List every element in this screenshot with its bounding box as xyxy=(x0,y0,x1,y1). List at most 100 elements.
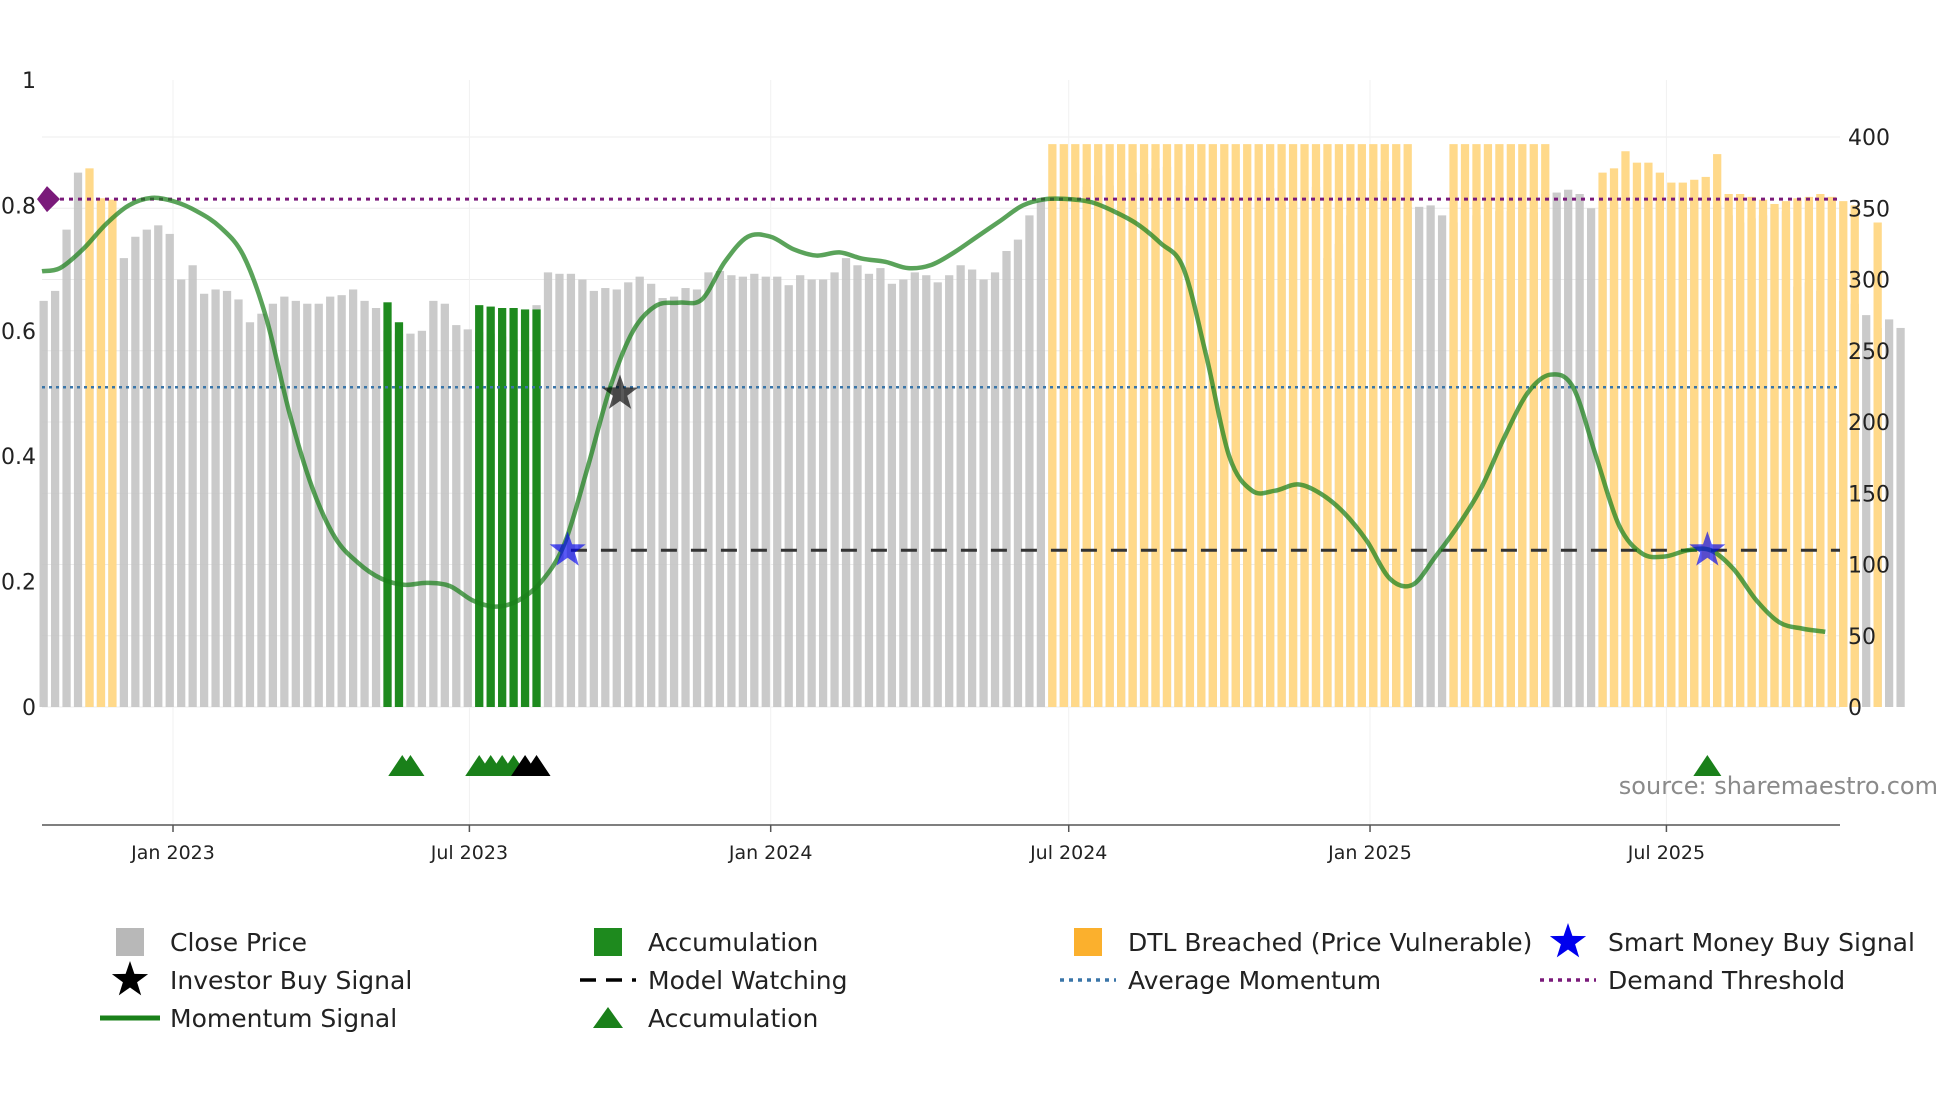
close-price-bar xyxy=(222,290,232,707)
close-price-bar xyxy=(761,276,770,707)
dtl-breached-bar xyxy=(1460,144,1470,707)
close-price-bar xyxy=(715,270,725,707)
dtl-breached-bar xyxy=(1220,144,1229,707)
left-axis-tick: 0 xyxy=(22,696,36,721)
close-price-bar xyxy=(417,330,427,707)
dtl-breached-bar xyxy=(1071,144,1080,707)
close-price-bar xyxy=(1552,192,1561,707)
dtl-breached-bar xyxy=(1449,144,1458,707)
close-price-bar xyxy=(268,303,278,707)
dtl-breached-bar xyxy=(1346,144,1355,707)
x-axis-tick-label: Jul 2023 xyxy=(430,842,508,864)
close-price-bar xyxy=(211,289,220,707)
right-axis-tick: 200 xyxy=(1848,411,1890,436)
legend-item: Close Price xyxy=(116,928,307,957)
accumulation-markers xyxy=(388,755,1722,776)
x-axis: Jan 2023 Jul 2023 Jan 2024 Jul 2024 Jan 2025… xyxy=(42,824,1840,864)
legend-swatch xyxy=(1074,928,1102,956)
accumulation-bar xyxy=(532,309,541,707)
signals xyxy=(549,374,1726,566)
legend-swatch xyxy=(594,928,622,956)
close-price-bar xyxy=(601,288,610,707)
close-price-bar xyxy=(39,300,48,707)
close-price-bar xyxy=(910,272,919,707)
legend-label: Smart Money Buy Signal xyxy=(1608,928,1915,957)
close-price-bar xyxy=(1896,327,1905,707)
dtl-breached-bar xyxy=(1117,144,1126,707)
legend-triangle-icon xyxy=(593,1007,623,1028)
dtl-breached-bar xyxy=(1311,144,1321,707)
dtl-breached-bar xyxy=(1369,144,1378,707)
dtl-breached-bar xyxy=(1724,194,1733,707)
close-price-bar xyxy=(337,295,346,707)
close-price-bar xyxy=(876,268,885,707)
dtl-breached-bar xyxy=(1621,151,1630,707)
close-price-bar xyxy=(440,303,449,707)
close-price-bar xyxy=(142,229,151,707)
close-price-bar xyxy=(177,279,186,707)
legend-item: Accumulation xyxy=(593,1004,818,1033)
dtl-breached-bar xyxy=(1174,144,1183,707)
dtl-breached-bar xyxy=(1243,144,1252,707)
dtl-breached-bar xyxy=(1816,194,1825,707)
close-price-bar xyxy=(830,272,839,707)
close-price-bar xyxy=(979,279,988,707)
legend: Close Price Accumulation DTL Breached (Pri… xyxy=(100,923,1915,1033)
legend-label: Investor Buy Signal xyxy=(170,966,412,995)
dtl-breached-bar xyxy=(1758,199,1768,707)
dtl-breached-bar xyxy=(1185,144,1195,707)
close-price-bar xyxy=(1862,315,1871,707)
dtl-breached-bar xyxy=(1804,196,1814,707)
legend-item: Momentum Signal xyxy=(100,1004,397,1033)
right-axis-tick: 100 xyxy=(1848,554,1890,579)
close-price-bar xyxy=(990,272,1000,707)
right-axis-tick: 50 xyxy=(1848,625,1876,650)
accumulation-bar xyxy=(383,302,392,707)
accumulation-bar xyxy=(509,308,518,707)
legend-star-icon xyxy=(111,961,149,996)
dtl-breached-bar xyxy=(1334,144,1344,707)
right-axis-tick: 300 xyxy=(1848,269,1890,294)
dtl-breached-bar xyxy=(1403,144,1412,707)
close-price-bar xyxy=(119,258,129,707)
close-price-bar xyxy=(1426,205,1435,707)
legend-item: Average Momentum xyxy=(1060,966,1381,995)
legend-label: Model Watching xyxy=(648,966,848,995)
dtl-breached-bar xyxy=(1323,144,1332,707)
dtl-breached-bar xyxy=(1735,194,1745,707)
left-axis-tick: 1 xyxy=(22,69,36,94)
dtl-breached-bar xyxy=(1208,144,1217,707)
close-price-bar xyxy=(50,290,60,707)
dtl-breached-bar xyxy=(1059,144,1068,707)
left-axis: 0 0.2 0.4 0.6 0.8 1 xyxy=(1,69,36,721)
accumulation-bar xyxy=(520,309,530,707)
close-price-bar xyxy=(864,273,874,707)
x-axis-tick-label: Jul 2024 xyxy=(1029,842,1107,864)
close-price-bar xyxy=(326,296,335,707)
close-price-bar xyxy=(1437,215,1447,707)
legend-item: Investor Buy Signal xyxy=(111,961,412,996)
dtl-breached-bar xyxy=(108,199,117,707)
close-price-bar xyxy=(899,279,908,707)
close-price-bar xyxy=(841,258,851,707)
dtl-breached-bar xyxy=(1048,144,1057,707)
source-label: source: sharemaestro.com xyxy=(1619,772,1938,800)
close-price-bar xyxy=(945,275,954,707)
close-price-bar xyxy=(452,325,461,707)
x-axis-tick-label: Jul 2025 xyxy=(1627,842,1705,864)
close-price-bar xyxy=(303,303,312,707)
close-price-bar xyxy=(406,333,415,707)
dtl-breached-bar xyxy=(1655,172,1664,707)
bars xyxy=(39,144,1905,708)
close-price-bar xyxy=(807,279,816,707)
right-axis-tick: 0 xyxy=(1848,696,1862,721)
close-price-bar xyxy=(635,276,644,707)
close-price-bar xyxy=(257,313,266,707)
close-price-bar xyxy=(647,283,656,707)
close-price-bar xyxy=(967,269,977,707)
close-price-bar xyxy=(360,300,369,707)
dtl-breached-bar xyxy=(1839,201,1848,707)
legend-item: Smart Money Buy Signal xyxy=(1549,923,1915,958)
dtl-breached-bar xyxy=(1197,144,1206,707)
close-price-bar xyxy=(154,225,163,707)
